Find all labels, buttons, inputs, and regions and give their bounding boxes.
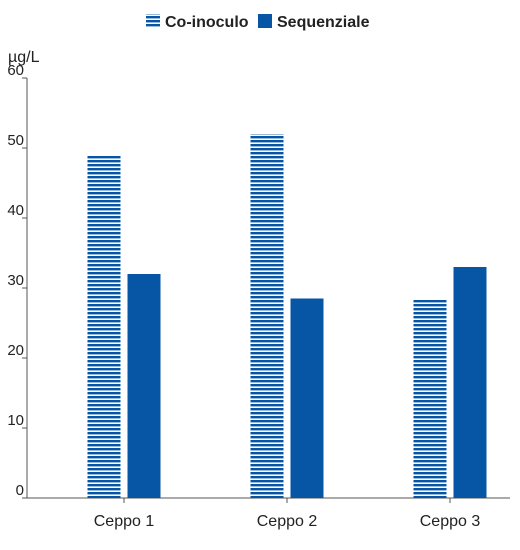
y-tick-label: 30 xyxy=(7,272,24,289)
bar-co-inoculo xyxy=(413,298,447,498)
legend-label-sequenziale: Sequenziale xyxy=(277,14,370,31)
x-tick-label: Ceppo 1 xyxy=(94,513,155,530)
x-tick-label: Ceppo 2 xyxy=(257,513,318,530)
bar-co-inoculo xyxy=(87,155,121,498)
legend-swatch-co-inoculo xyxy=(146,14,160,28)
y-tick-label: 0 xyxy=(16,482,24,499)
bar-sequenziale xyxy=(453,267,487,498)
y-tick-label: 60 xyxy=(7,62,24,79)
legend-swatch-sequenziale xyxy=(258,14,272,28)
y-tick-label: 50 xyxy=(7,132,24,149)
y-tick-label: 20 xyxy=(7,342,24,359)
bar-co-inoculo xyxy=(250,134,284,498)
legend-label-co-inoculo: Co-inoculo xyxy=(165,14,249,31)
tick-labels: 0 10 20 30 40 50 60 Ceppo 1 Ceppo 2 Ceppo 3 xyxy=(7,62,480,530)
y-tick-label: 40 xyxy=(7,202,24,219)
y-tick-label: 10 xyxy=(7,412,24,429)
bar-sequenziale xyxy=(127,274,161,498)
bar-sequenziale xyxy=(290,298,324,498)
x-tick-label: Ceppo 3 xyxy=(420,513,481,530)
legend: Co-inoculo Sequenziale xyxy=(146,14,370,31)
bars xyxy=(87,134,487,498)
y-axis-label: µg/L xyxy=(8,49,40,66)
